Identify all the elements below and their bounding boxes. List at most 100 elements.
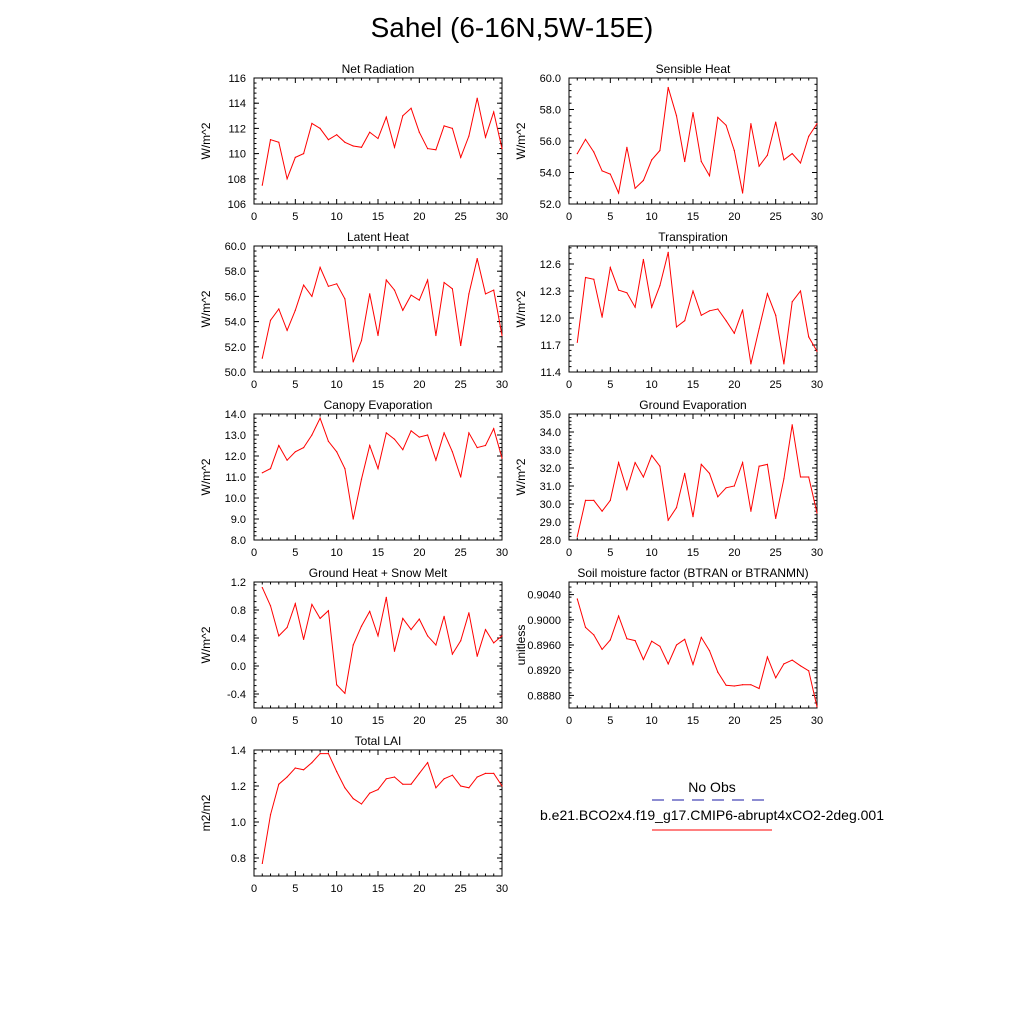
data-point [286, 626, 288, 629]
data-point [476, 258, 478, 260]
data-point [618, 192, 620, 194]
data-point [443, 615, 445, 617]
data-point [286, 776, 288, 778]
data-point [336, 134, 338, 136]
panel-1: Net Radiation W/m^2 0 5 10 15 20 25 30 106 108 110 1… [199, 62, 508, 223]
data-point [576, 153, 578, 155]
data-point [651, 159, 653, 161]
data-point [708, 175, 711, 177]
y-axis-label: W/m^2 [199, 122, 213, 159]
data-point [269, 319, 272, 321]
data-point [360, 625, 363, 627]
plot-frame [253, 245, 503, 373]
panel-title: Transpiration [658, 230, 728, 244]
x-tick-label: 30 [811, 211, 823, 223]
data-point [651, 454, 653, 456]
data-point [410, 430, 412, 432]
data-point [601, 510, 603, 512]
data-point [418, 131, 420, 133]
y-tick-label: 58.0 [225, 266, 246, 278]
data-point [675, 115, 678, 117]
panel-title: Sensible Heat [656, 62, 731, 76]
data-point [584, 626, 587, 629]
data-point [626, 146, 628, 148]
data-point [344, 787, 346, 789]
data-point [484, 136, 487, 138]
y-tick-label: 28.0 [540, 535, 561, 547]
data-point [634, 306, 636, 308]
data-point [336, 451, 338, 453]
series-line [261, 98, 503, 186]
x-tick-label: 30 [496, 715, 508, 727]
data-point [451, 451, 453, 453]
y-tick-label: 11.0 [225, 472, 246, 484]
data-point [261, 587, 263, 589]
data-point [344, 298, 346, 300]
y-tick-label: 114 [228, 98, 246, 110]
data-point [593, 499, 595, 501]
data-point [443, 281, 445, 284]
x-tick-label: 30 [496, 379, 508, 391]
y-tick-label: 1.4 [231, 745, 246, 757]
data-point [708, 650, 711, 652]
x-tick-label: 10 [331, 379, 343, 391]
data-point [484, 629, 487, 631]
data-point [369, 293, 371, 295]
data-point [427, 434, 429, 436]
data-point [393, 146, 396, 148]
data-point [501, 334, 503, 337]
data-point [303, 638, 305, 641]
data-point [816, 706, 818, 708]
data-point [435, 644, 437, 646]
data-point [775, 517, 777, 520]
data-point [742, 192, 744, 194]
data-point [700, 463, 702, 465]
y-tick-label: 0.9000 [527, 615, 561, 627]
data-point [369, 131, 371, 133]
y-tick-label: 0.8 [231, 605, 246, 617]
data-point [336, 684, 338, 686]
data-point [659, 149, 661, 152]
data-point [278, 783, 280, 785]
x-tick-label: 30 [811, 715, 823, 727]
data-point [269, 139, 272, 141]
data-point [435, 334, 437, 337]
data-point [708, 310, 711, 312]
series-line [262, 416, 503, 520]
data-point [327, 139, 329, 141]
y-tick-label: 0.0 [231, 661, 246, 673]
data-point [667, 519, 669, 521]
data-point [435, 787, 437, 789]
data-point [402, 115, 404, 117]
data-point [303, 769, 305, 771]
y-tick-label: 112 [228, 123, 246, 135]
data-point [319, 617, 321, 620]
data-point [593, 278, 595, 280]
x-tick-label: 5 [292, 211, 298, 223]
data-point [418, 618, 420, 620]
x-tick-label: 5 [292, 715, 298, 727]
y-tick-label: 14.0 [225, 409, 246, 421]
data-point [393, 438, 396, 440]
data-point [360, 339, 363, 342]
data-point [642, 658, 645, 661]
data-point [336, 771, 338, 773]
data-point [319, 417, 321, 419]
x-tick-label: 0 [251, 883, 257, 895]
data-point [618, 462, 620, 464]
data-point [799, 476, 802, 478]
data-point [344, 141, 346, 143]
data-point [609, 639, 611, 641]
y-axis-label: W/m^2 [514, 458, 528, 495]
data-point [443, 125, 445, 127]
data-point [651, 306, 653, 308]
data-point [352, 145, 354, 147]
data-point [443, 432, 445, 434]
data-point [418, 299, 420, 301]
x-tick-label: 5 [292, 883, 298, 895]
data-point [311, 434, 313, 436]
data-point [799, 665, 802, 667]
data-point [286, 329, 288, 331]
data-point [369, 792, 371, 794]
data-point [393, 289, 396, 291]
